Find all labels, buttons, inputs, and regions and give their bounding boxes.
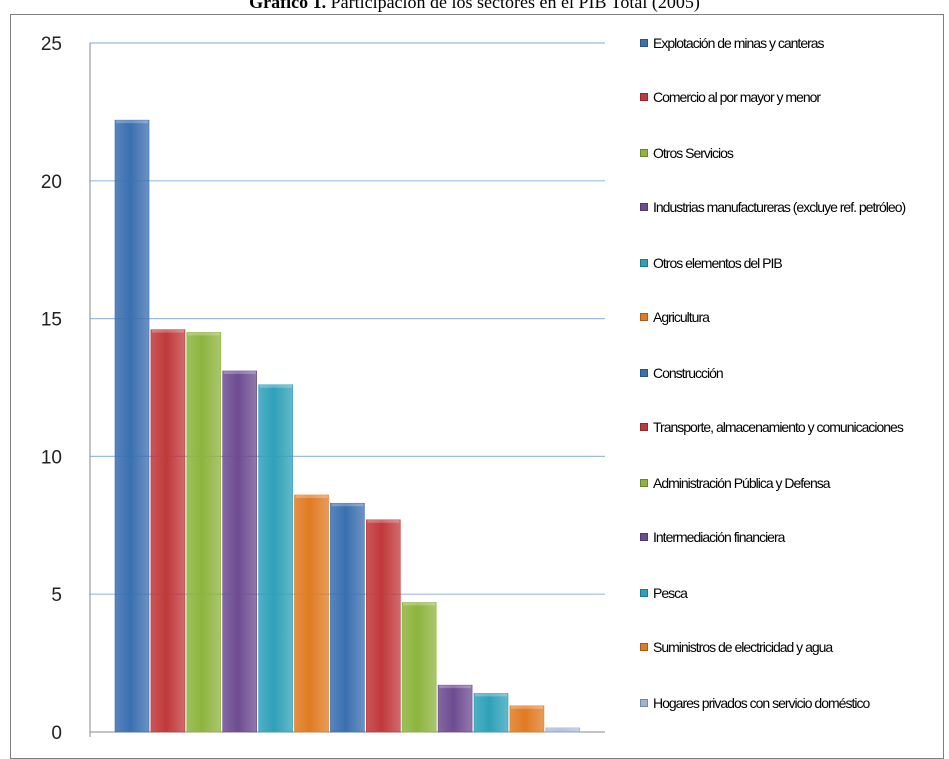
bar — [150, 329, 186, 733]
bar-highlight — [510, 705, 543, 709]
y-tick-label: 5 — [51, 585, 62, 606]
legend-label: Construcción — [653, 365, 724, 381]
legend-item: Pesca — [640, 584, 938, 602]
legend-item: Agricultura — [640, 308, 938, 326]
legend-item: Comercio al por mayor y menor — [640, 88, 938, 106]
bar — [222, 370, 257, 733]
y-tick-label: 10 — [41, 447, 62, 468]
y-tick-label: 0 — [51, 723, 62, 744]
legend-swatch — [640, 369, 648, 377]
bar — [114, 119, 150, 733]
bar-highlight — [187, 332, 220, 336]
legend-label: Explotación de minas y canteras — [653, 35, 825, 51]
legend-item: Explotación de minas y canteras — [640, 34, 938, 52]
legend-label: Otros elementos del PIB — [653, 255, 783, 271]
legend-label: Intermediación financiera — [653, 529, 785, 545]
bar — [258, 384, 293, 733]
legend-swatch — [640, 149, 648, 157]
legend-swatch — [640, 589, 648, 597]
legend-label: Hogares privados con servicio doméstico — [653, 695, 870, 711]
y-tick-label: 15 — [41, 310, 62, 331]
legend-item: Construcción — [640, 364, 938, 382]
legend-swatch — [640, 93, 648, 101]
legend-item: Otros elementos del PIB — [640, 254, 938, 272]
bar — [473, 693, 509, 733]
legend-swatch — [640, 423, 648, 431]
legend-label: Administración Pública y Defensa — [653, 475, 831, 491]
bar-highlight — [259, 384, 292, 388]
chart-title: Gráfico 1. Participación de los sectores… — [0, 0, 949, 13]
legend-item: Administración Pública y Defensa — [640, 474, 938, 492]
bar-highlight — [367, 519, 400, 523]
legend-label: Comercio al por mayor y menor — [653, 89, 821, 105]
y-tick-label: 25 — [41, 34, 62, 55]
legend-item: Transporte, almacenamiento y comunicacio… — [640, 418, 938, 436]
legend-swatch — [640, 313, 648, 321]
legend-swatch — [640, 203, 648, 211]
legend-swatch — [640, 39, 648, 47]
legend-label: Pesca — [653, 585, 688, 601]
legend-swatch — [640, 699, 648, 707]
bar — [330, 502, 365, 733]
bar — [437, 684, 473, 733]
legend-label: Agricultura — [653, 309, 710, 325]
legend-label: Otros Servicios — [653, 145, 734, 161]
bar — [294, 494, 329, 733]
bar — [545, 727, 581, 733]
bar-highlight — [295, 494, 328, 498]
chart-title-rest: Participación de los sectores en el PIB … — [326, 0, 700, 12]
legend-swatch — [640, 259, 648, 267]
legend-label: Industrias manufactureras (excluye ref. … — [653, 199, 906, 215]
bar — [401, 602, 437, 733]
bar-highlight — [223, 370, 256, 374]
legend-swatch — [640, 533, 648, 541]
y-tick-label: 20 — [41, 172, 62, 193]
bar-highlight — [151, 329, 184, 333]
legend-item: Intermediación financiera — [640, 528, 938, 546]
bar-highlight — [331, 503, 364, 507]
legend-item: Suministros de electricidad y agua — [640, 638, 938, 656]
legend-swatch — [640, 479, 648, 487]
legend-label: Transporte, almacenamiento y comunicacio… — [653, 419, 904, 435]
bar-highlight — [439, 685, 472, 689]
bar-highlight — [546, 727, 579, 731]
chart-title-bold: Gráfico 1. — [249, 0, 327, 12]
bar — [186, 332, 222, 733]
legend-item: Industrias manufactureras (excluye ref. … — [640, 198, 938, 216]
legend-item: Hogares privados con servicio doméstico — [640, 694, 938, 712]
bar-highlight — [403, 602, 436, 606]
bar — [509, 705, 545, 733]
legend-label: Suministros de electricidad y agua — [653, 639, 833, 655]
legend-item: Otros Servicios — [640, 144, 938, 162]
bar-highlight — [475, 693, 507, 697]
legend-swatch — [640, 643, 648, 651]
bar — [365, 519, 401, 733]
bar-highlight — [116, 120, 148, 124]
